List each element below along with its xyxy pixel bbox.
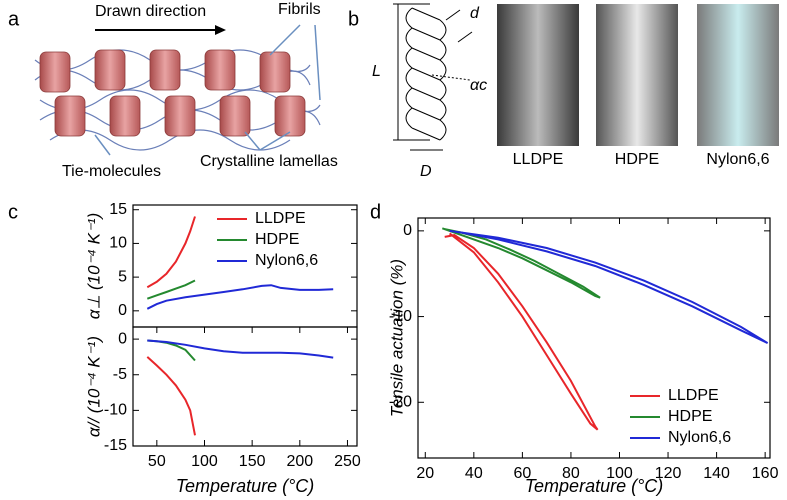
x-tick-label: 100 (191, 453, 218, 470)
y-tick-label: -5 (113, 366, 127, 383)
plot-frame (132, 326, 358, 447)
data-line (146, 356, 196, 436)
coil-alpha: αc (470, 77, 487, 94)
coil-D: D (420, 163, 432, 180)
data-line (441, 227, 601, 299)
plot-frame (417, 217, 771, 459)
y-tick-label: -15 (104, 437, 127, 454)
data-line (146, 279, 196, 300)
coil-length: L (372, 63, 381, 80)
y-tick-label: 0 (118, 330, 127, 347)
y-tick-label: -10 (389, 308, 412, 325)
plot-frame (132, 204, 358, 328)
x-axis-label: Temperature (°C) (525, 476, 664, 496)
coil-illustration (393, 3, 473, 151)
data-line (449, 229, 769, 345)
panel-label: c (8, 201, 18, 223)
y-tick-label: 0 (403, 222, 412, 239)
lamellas-label: Crystalline lamellas (200, 153, 338, 170)
data-line (444, 232, 599, 431)
x-tick-label: 80 (562, 465, 580, 482)
x-tick-label: 60 (513, 465, 531, 482)
legend-label: HDPE (255, 231, 299, 248)
data-line (147, 339, 334, 359)
legend-label: HDPE (668, 408, 712, 425)
x-tick-label: 150 (239, 453, 266, 470)
photo-label: LLDPE (513, 151, 564, 168)
coil-d: d (470, 5, 480, 22)
legend-label: LLDPE (668, 387, 719, 404)
photo-label: Nylon6,6 (706, 151, 769, 168)
arrow-label: Drawn direction (95, 3, 206, 20)
x-tick-label: 200 (286, 453, 313, 470)
data-line (146, 216, 196, 289)
fibril-illustration (34, 24, 321, 156)
x-tick-label: 100 (606, 465, 633, 482)
y-tick-label: 10 (109, 235, 127, 252)
data-line (146, 284, 334, 310)
legend-label: LLDPE (255, 210, 306, 227)
y-axis-label: Tensile actuation (%) (387, 259, 406, 417)
x-tick-label: 120 (655, 465, 682, 482)
x-axis-label: Temperature (°C) (176, 476, 315, 496)
panel-label: a (8, 8, 20, 30)
y-tick-label: -10 (104, 402, 127, 419)
y-tick-label: 0 (118, 302, 127, 319)
y-tick-label: 5 (118, 268, 127, 285)
panel-label: d (370, 201, 381, 223)
x-tick-label: 20 (416, 465, 434, 482)
photos (497, 4, 779, 146)
y-tick-label: -20 (389, 394, 412, 411)
photo-label: HDPE (615, 151, 659, 168)
tie-label: Tie-molecules (62, 163, 161, 180)
y-axis-label: α// (10⁻⁴ K⁻¹) (84, 336, 103, 437)
y-axis-label: α⊥ (10⁻⁴ K⁻¹) (84, 213, 103, 320)
fibrils-label: Fibrils (278, 1, 321, 18)
x-tick-label: 160 (752, 465, 779, 482)
x-tick-label: 40 (465, 465, 483, 482)
panel-label: b (348, 8, 359, 30)
x-tick-label: 140 (703, 465, 730, 482)
y-tick-label: 15 (109, 201, 127, 218)
legend-label: Nylon6,6 (255, 252, 318, 269)
x-tick-label: 50 (148, 453, 166, 470)
x-tick-label: 250 (334, 453, 361, 470)
legend-label: Nylon6,6 (668, 429, 731, 446)
